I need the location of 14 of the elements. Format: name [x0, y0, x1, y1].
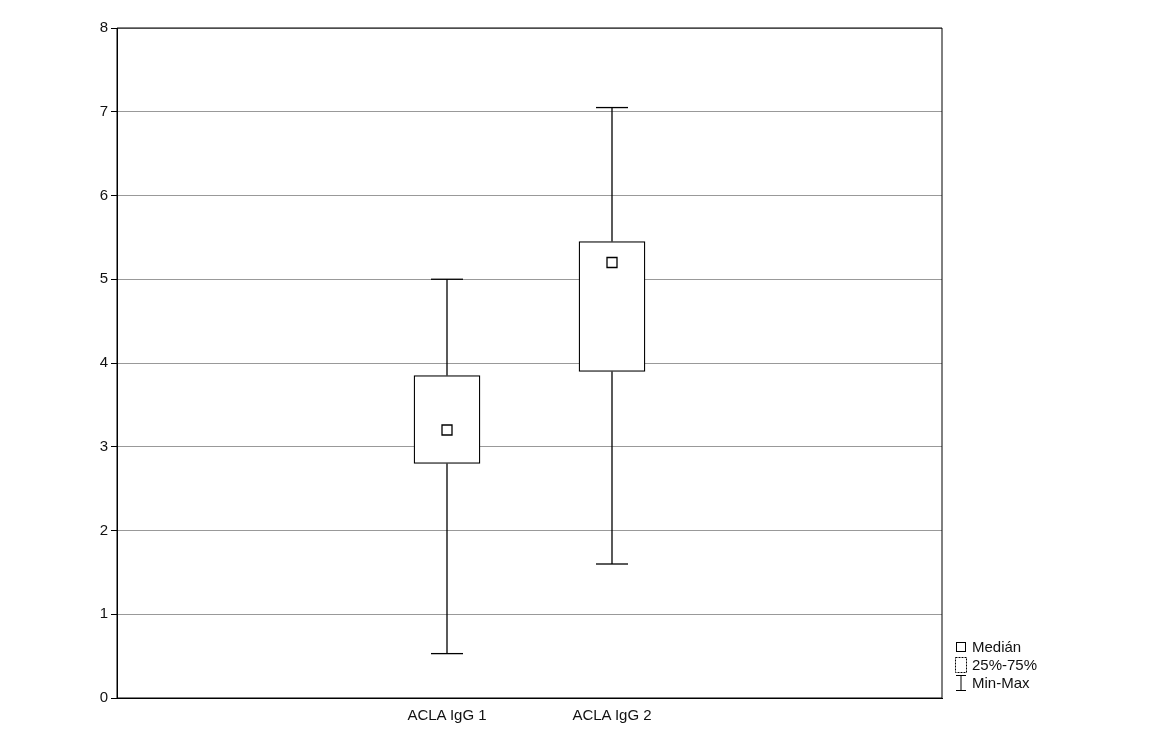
y-tick-label: 1 — [99, 604, 108, 622]
y-tick-label: 8 — [99, 18, 108, 36]
y-tick-label: 6 — [99, 185, 108, 203]
text: Medián — [972, 638, 1022, 656]
x-tick-label: ACLA IgG 1 — [407, 706, 487, 724]
y-tick-label: 7 — [99, 101, 108, 119]
y-tick-label: 2 — [99, 520, 108, 538]
text: 25%-75% — [972, 656, 1038, 674]
x-tick-label: ACLA IgG 2 — [572, 706, 652, 724]
y-tick-label: 0 — [99, 688, 108, 706]
y-tick-label: 5 — [99, 269, 108, 287]
y-tick-label: 3 — [99, 436, 108, 454]
y-tick-label: 4 — [99, 353, 108, 371]
text: Min-Max — [972, 674, 1030, 692]
